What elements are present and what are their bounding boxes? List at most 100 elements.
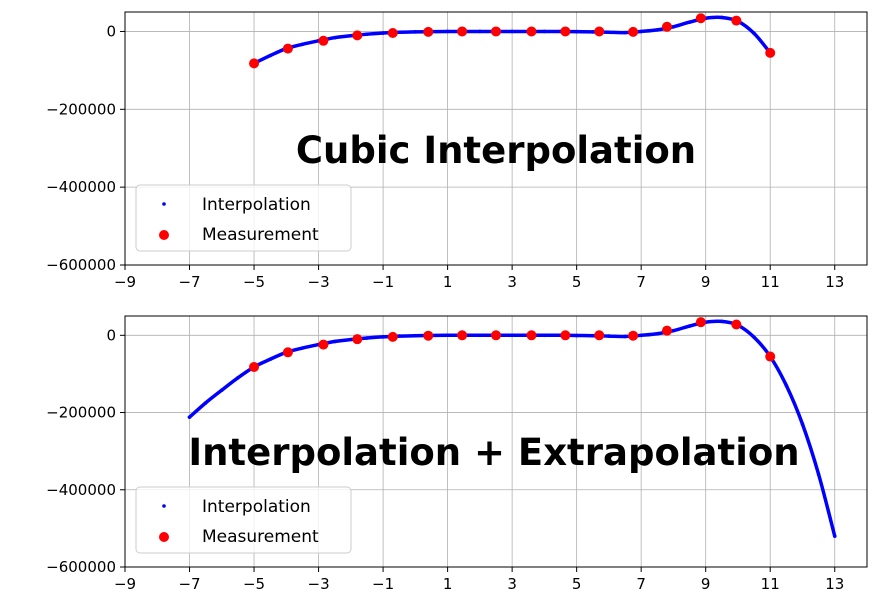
interpolation-point	[542, 29, 547, 34]
interpolation-point	[655, 331, 660, 336]
interpolation-point	[607, 334, 611, 338]
measurement-point	[318, 35, 329, 46]
measurement-series	[249, 317, 776, 372]
measurement-point	[249, 58, 260, 69]
y-tick-label: −600000	[46, 558, 116, 576]
interpolation-point	[623, 30, 627, 35]
x-tick-label: 7	[636, 273, 646, 291]
legend-label-measurement: Measurement	[202, 527, 319, 547]
measurement-point	[387, 28, 398, 39]
interpolation-point	[639, 333, 643, 338]
x-tick-label: −9	[114, 575, 136, 593]
interpolation-point	[478, 29, 482, 34]
legend: Interpolation Measurement	[135, 184, 352, 252]
legend-marker-measurement	[159, 230, 169, 240]
measurement-point	[560, 26, 571, 37]
chart-annotation: Interpolation + Extrapolation	[188, 431, 799, 474]
interpolation-point	[187, 415, 192, 419]
interpolation-point	[300, 346, 305, 350]
axis-ticks: −9 −7 −5 −3 −1 1 3 5 7 9 11 130−200000−400000−60000…	[46, 326, 844, 593]
measurement-point	[526, 330, 537, 341]
x-tick-label: −5	[243, 273, 265, 291]
interpolation-point	[219, 388, 224, 392]
legend-marker-interpolation	[162, 202, 166, 206]
x-tick-label: 5	[572, 575, 582, 593]
measurement-point	[731, 319, 742, 330]
x-tick-label: −1	[372, 575, 394, 593]
legend-marker-measurement	[159, 532, 169, 542]
axis-ticks: −9 −7 −5 −3 −1 1 3 5 7 9 11 130−200000−400000−60000…	[46, 22, 844, 291]
y-tick-label: 0	[106, 326, 116, 344]
interpolation-point	[542, 333, 547, 338]
interpolation-point	[574, 29, 579, 34]
y-tick-label: −600000	[46, 256, 116, 274]
interpolation-point	[752, 31, 756, 36]
chart-annotation: Cubic Interpolation	[296, 129, 696, 172]
interpolation-point	[687, 20, 692, 24]
measurement-point	[249, 361, 260, 372]
interpolation-point	[365, 336, 369, 340]
y-tick-label: −200000	[46, 100, 116, 118]
measurement-point	[765, 47, 776, 58]
x-tick-label: 3	[507, 273, 517, 291]
grid	[124, 316, 867, 568]
interpolation-point	[413, 333, 418, 338]
measurement-point	[731, 15, 742, 26]
measurement-point	[282, 43, 293, 54]
measurement-point	[387, 331, 398, 342]
measurement-point	[661, 325, 672, 336]
interpolation-point	[478, 333, 482, 338]
interpolation-point	[639, 29, 643, 34]
x-tick-label: −5	[243, 575, 265, 593]
measurement-point	[560, 330, 571, 341]
interpolation-point	[397, 30, 402, 35]
measurement-point	[594, 26, 605, 37]
interpolation-point	[397, 334, 402, 338]
interpolation-point	[623, 334, 627, 339]
interpolation-point	[236, 375, 240, 380]
interpolation-point	[365, 32, 369, 36]
measurement-point	[695, 317, 706, 328]
legend-label-measurement: Measurement	[202, 225, 319, 245]
measurement-point	[661, 21, 672, 32]
interpolation-point	[300, 42, 305, 47]
interpolation-point	[510, 333, 514, 338]
measurement-point	[526, 26, 537, 37]
interpolation-point	[268, 357, 272, 362]
legend-box	[135, 184, 352, 252]
x-tick-label: 3	[507, 575, 517, 593]
x-tick-label: 13	[825, 273, 844, 291]
legend-label-interpolation: Interpolation	[202, 195, 311, 215]
measurement-point	[491, 330, 501, 341]
measurement-point	[352, 334, 363, 345]
interpolation-point	[590, 333, 595, 338]
x-tick-label: −1	[372, 273, 394, 291]
x-tick-label: −3	[308, 273, 330, 291]
y-tick-label: −400000	[46, 178, 116, 196]
legend-label-interpolation: Interpolation	[202, 497, 311, 517]
x-tick-label: −3	[308, 575, 330, 593]
interpolation-point	[800, 422, 805, 426]
legend-box	[135, 486, 352, 554]
interpolation-point	[349, 33, 353, 38]
measurement-point	[491, 26, 501, 37]
interpolation-point	[687, 324, 692, 328]
measurement-point	[352, 30, 363, 41]
interpolation-point	[607, 30, 611, 35]
y-tick-label: −200000	[46, 404, 116, 422]
interpolation-point	[574, 333, 579, 338]
interpolation-point	[332, 35, 337, 40]
interpolation-point	[720, 15, 724, 20]
interpolation-point	[832, 534, 837, 538]
interpolation-point	[784, 383, 789, 388]
interpolation-point	[268, 53, 272, 58]
interpolation-point	[445, 333, 450, 338]
interpolation-point	[203, 401, 208, 405]
interpolation-point	[655, 28, 660, 32]
interpolation-point	[381, 31, 385, 35]
x-tick-label: −7	[178, 575, 200, 593]
x-tick-label: −9	[114, 273, 136, 291]
plot-frame	[124, 315, 868, 568]
interpolation-point	[752, 335, 756, 340]
